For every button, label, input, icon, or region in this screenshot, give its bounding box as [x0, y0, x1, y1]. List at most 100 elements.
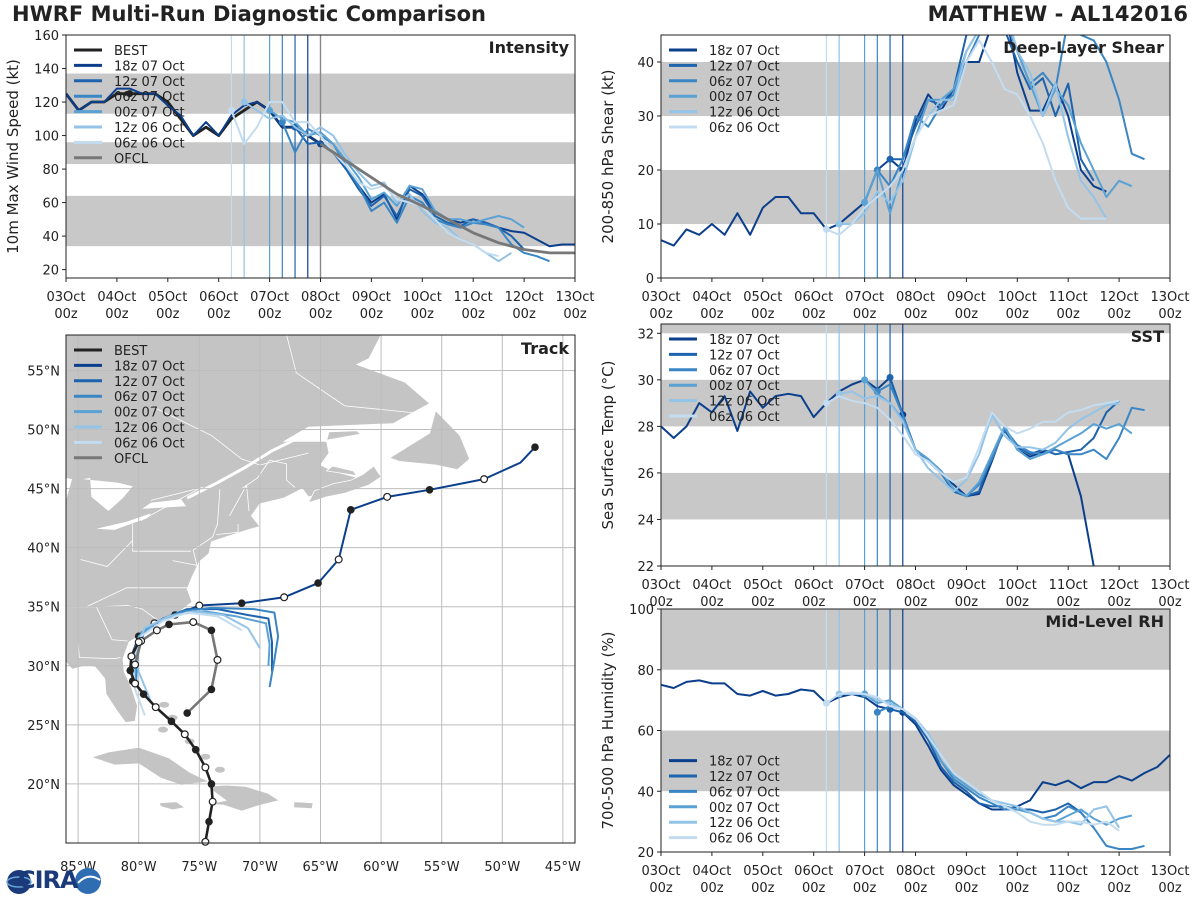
x-tick-label-hour: 00z: [54, 307, 78, 322]
track-marker-00z: [191, 745, 200, 754]
track-marker-00z: [425, 485, 434, 494]
x-tick-label-date: 12Oct: [1100, 578, 1139, 593]
legend-label: 18z 07 Oct: [114, 59, 185, 74]
x-tick-label-hour: 00z: [1057, 307, 1081, 322]
land-bahamas-island: [214, 766, 225, 773]
legend-label: 06z 06 Oct: [709, 832, 780, 847]
x-tick-label-date: 13Oct: [1150, 864, 1189, 879]
panel-title: Intensity: [489, 38, 570, 57]
y-tick-label: 22: [637, 560, 654, 575]
lon-tick-label: 55°W: [424, 860, 460, 875]
lake: [66, 477, 73, 501]
init-marker: [873, 708, 881, 716]
init-marker: [861, 198, 869, 206]
legend-label: 12z 06 Oct: [709, 816, 780, 831]
lon-tick-label: 75°W: [181, 860, 217, 875]
x-tick-label-hour: 00z: [751, 595, 775, 610]
x-tick-label-date: 07Oct: [845, 578, 884, 593]
x-tick-label-date: 10Oct: [403, 290, 442, 305]
x-tick-label-date: 03Oct: [46, 290, 85, 305]
track-marker-00z: [207, 626, 216, 635]
y-tick-label: 0: [646, 272, 654, 287]
political-border: [132, 524, 191, 552]
y-axis-label: 10m Max Wind Speed (kt): [4, 59, 22, 254]
x-tick-label-date: 05Oct: [743, 290, 782, 305]
x-tick-label-date: 07Oct: [845, 864, 884, 879]
legend-label: 06z 06 Oct: [114, 436, 185, 451]
legend-label: 00z 07 Oct: [709, 90, 780, 105]
x-tick-label-date: 13Oct: [555, 290, 594, 305]
legend-label: 06z 06 Oct: [709, 410, 780, 425]
track-line-best: [128, 641, 214, 843]
x-tick-label-hour: 00z: [955, 595, 979, 610]
x-tick-label-hour: 00z: [700, 307, 724, 322]
track-marker-00z: [314, 579, 322, 587]
x-tick-label-hour: 00z: [802, 307, 826, 322]
x-tick-label-hour: 00z: [512, 307, 536, 322]
map-layer: [66, 335, 471, 812]
series-line-06z-06-oct: [825, 691, 1120, 832]
x-tick-label-date: 08Oct: [301, 290, 340, 305]
x-tick-label-date: 09Oct: [947, 290, 986, 305]
land-newfoundland: [388, 409, 471, 471]
storm-id: MATTHEW - AL142016: [927, 2, 1188, 26]
chart-sst: 22 24 26 28 30 32 03Oct 00z 04Oct 00z 05Oct 00z 06Oc…: [599, 323, 1190, 610]
lon-tick-label: 80°W: [121, 860, 157, 875]
legend-label: 00z 07 Oct: [114, 406, 185, 421]
y-tick-label: 24: [637, 513, 654, 528]
lake: [96, 513, 151, 530]
track-marker-12z: [131, 679, 140, 688]
x-tick-label-date: 12Oct: [1100, 290, 1139, 305]
legend-label: 12z 07 Oct: [709, 348, 780, 363]
x-tick-label-date: 10Oct: [998, 864, 1037, 879]
shaded-band: [661, 609, 1170, 670]
init-marker: [278, 118, 286, 126]
y-axis-label: Sea Surface Temp (°C): [599, 360, 617, 529]
track-marker-00z: [531, 443, 539, 452]
track-marker-00z: [207, 685, 216, 694]
x-tick-label-hour: 00z: [853, 881, 877, 896]
legend-label: OFCL: [114, 452, 149, 467]
legend-label: 12z 07 Oct: [114, 375, 185, 390]
init-marker: [126, 90, 134, 98]
x-tick-label-date: 11Oct: [454, 290, 493, 305]
x-tick-label-hour: 00z: [105, 307, 129, 322]
x-tick-label-hour: 00z: [649, 595, 673, 610]
x-tick-label-hour: 00z: [700, 881, 724, 896]
x-tick-label-date: 05Oct: [148, 290, 187, 305]
y-tick-label: 40: [637, 785, 654, 800]
init-marker: [822, 399, 830, 407]
legend-label: 12z 07 Oct: [709, 59, 780, 74]
legend-label: 06z 07 Oct: [709, 785, 780, 800]
x-tick-label-date: 04Oct: [692, 290, 731, 305]
x-tick-label-hour: 00z: [156, 307, 180, 322]
init-marker: [822, 225, 830, 233]
land-hispaniola: [205, 784, 281, 812]
track-marker-12z: [189, 618, 198, 627]
panel-title: Mid-Level RH: [1045, 612, 1164, 631]
x-tick-label-hour: 00z: [904, 881, 928, 896]
political-border: [150, 405, 309, 466]
series-line-12z-06-oct: [839, 35, 1108, 225]
chart-rh: 20 40 60 80 100 03Oct 00z 04Oct 00z 05Oct 00z 06Oct…: [599, 603, 1190, 896]
x-tick-label-hour: 00z: [360, 307, 384, 322]
political-border: [246, 485, 250, 512]
y-tick-label: 100: [34, 130, 59, 145]
init-marker: [861, 376, 869, 384]
chart-shear: 0 10 20 30 40 03Oct 00z 04Oct 00z 05Oct 00z 06Oct 00…: [599, 34, 1190, 322]
political-border: [150, 487, 204, 501]
x-tick-label-hour: 00z: [955, 307, 979, 322]
x-tick-label-hour: 00z: [1006, 307, 1030, 322]
series-line-18z-07-oct: [661, 679, 1170, 811]
track-marker-12z: [213, 655, 222, 664]
x-tick-label-hour: 00z: [563, 307, 587, 322]
legend-label: 06z 07 Oct: [709, 364, 780, 379]
x-tick-label-date: 10Oct: [998, 290, 1037, 305]
track-marker-00z: [237, 599, 246, 607]
x-tick-label-hour: 00z: [649, 307, 673, 322]
x-tick-label-date: 06Oct: [794, 578, 833, 593]
init-marker: [227, 106, 235, 114]
